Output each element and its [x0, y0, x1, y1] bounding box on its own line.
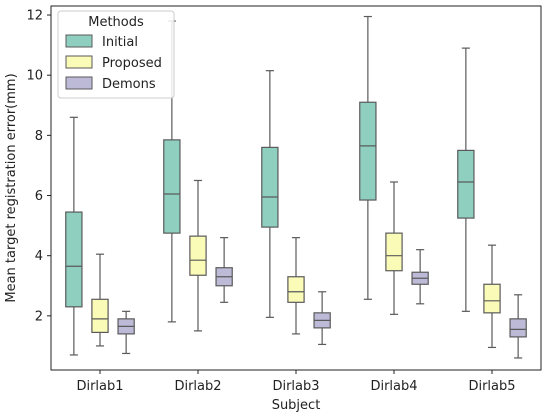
legend-swatch [65, 34, 93, 48]
y-tick-label: 2 [35, 309, 43, 324]
x-tick-label: Dirlab5 [468, 379, 515, 394]
x-tick-label: Dirlab2 [174, 379, 221, 394]
box-initial-dirlab1 [65, 116, 83, 356]
legend-label: Proposed [102, 56, 162, 71]
x-tick-label: Dirlab3 [272, 379, 319, 394]
box-proposed-dirlab2 [189, 179, 207, 332]
box-demons-dirlab3 [313, 291, 331, 346]
y-tick-label: 4 [35, 249, 43, 264]
y-tick-label: 12 [26, 9, 43, 24]
x-axis: Dirlab1 Dirlab2 Dirlab3 Dirlab4 Dirlab5 [76, 370, 516, 394]
box-initial-dirlab3 [261, 70, 279, 318]
legend-title: Methods [88, 15, 144, 30]
box-initial-dirlab4 [359, 15, 377, 300]
legend: Methods Initial Proposed Demons [57, 10, 175, 99]
y-axis-label: Mean target registration error(mm) [4, 73, 19, 302]
iqr-box [457, 149, 475, 219]
y-tick-label: 10 [26, 69, 43, 84]
box-proposed-dirlab3 [287, 237, 305, 335]
box-proposed-dirlab5 [483, 244, 501, 349]
iqr-box [65, 211, 83, 308]
legend-label: Initial [102, 35, 138, 50]
legend-label: Demons [102, 77, 156, 92]
box-proposed-dirlab4 [385, 181, 403, 315]
box-demons-dirlab4 [411, 249, 429, 305]
legend-swatch [65, 55, 93, 69]
x-tick-label: Dirlab1 [76, 379, 123, 394]
iqr-box [91, 298, 109, 333]
x-tick-label: Dirlab4 [370, 379, 417, 394]
iqr-box [287, 276, 305, 303]
legend-swatch [65, 76, 93, 90]
iqr-box [261, 146, 279, 228]
box-demons-dirlab2 [215, 237, 233, 303]
box-demons-dirlab5 [509, 294, 527, 359]
iqr-box [509, 318, 527, 338]
y-axis: 2 4 6 8 10 12 [26, 9, 51, 324]
iqr-box [189, 235, 207, 276]
box-proposed-dirlab1 [91, 253, 109, 347]
box-initial-dirlab5 [457, 47, 475, 312]
iqr-box [483, 283, 501, 314]
y-tick-label: 8 [35, 129, 43, 144]
x-axis-label: Subject [272, 398, 321, 413]
iqr-box [385, 232, 403, 272]
legend-frame [57, 10, 175, 99]
iqr-box [359, 101, 377, 201]
boxes-layer [65, 15, 527, 359]
box-demons-dirlab1 [117, 310, 135, 355]
iqr-box [163, 139, 181, 234]
y-tick-label: 6 [35, 189, 43, 204]
